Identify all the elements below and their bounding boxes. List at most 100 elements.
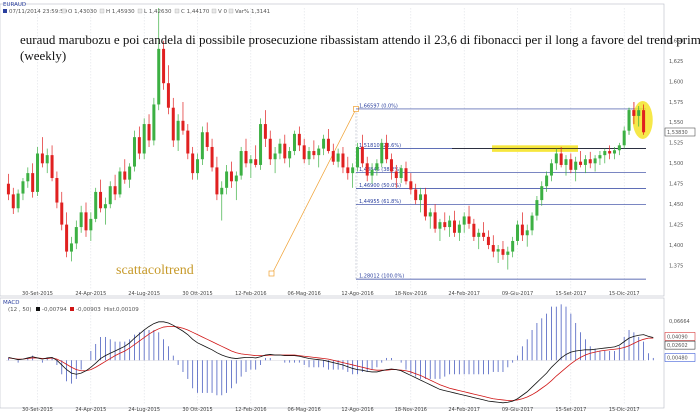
macd-date-label: 09-Giu-2017 [502, 407, 533, 413]
candle-body [360, 146, 364, 164]
macd-indicator [6, 304, 654, 404]
candle-body [331, 151, 335, 162]
candle-body [259, 124, 263, 165]
brand-watermark: scattacoltrend [116, 263, 194, 278]
candle-body [26, 173, 30, 182]
price-date-label: 30-Set-2015 [22, 291, 53, 297]
candle-body [118, 171, 122, 195]
candle-body [79, 212, 83, 228]
candle-body [234, 175, 238, 182]
candle-body [157, 48, 161, 105]
candle-body [84, 212, 88, 231]
candle-body [326, 138, 330, 152]
fib-anchor-handle[interactable] [268, 270, 275, 277]
macd-value-label: 0,00480 [667, 355, 688, 361]
candle-body [263, 124, 267, 139]
macd-date-label: 24-Apr-2015 [75, 407, 106, 413]
last-price-label: 1,53830 [667, 130, 688, 136]
candle-body [191, 153, 195, 174]
low-swatch [137, 8, 143, 14]
candle-body [268, 138, 272, 160]
price-tick-label: 1,650 [669, 38, 683, 44]
candle-body [278, 143, 282, 154]
macd-date-label: 18-Nov-2016 [395, 407, 427, 413]
volume-swatch [211, 8, 217, 14]
candle-body [448, 220, 452, 228]
candle-body [215, 167, 219, 195]
price-tick-label: 1,525 [669, 141, 683, 147]
price-tick-label: 1,625 [669, 59, 683, 65]
macd-axis: 0,06664 0,04090 0,02602 0,00480 [664, 319, 696, 362]
signal-value: -0,00903 [76, 307, 101, 313]
macd-date-label: 24-Feb-2017 [448, 407, 480, 413]
candle-body [225, 171, 229, 188]
candle-body [50, 155, 54, 179]
candle-body [283, 143, 287, 159]
candle-body [457, 224, 461, 233]
candle-body [229, 171, 233, 182]
candle-body [60, 202, 64, 225]
candle-body [171, 107, 175, 141]
candle-body [94, 191, 98, 219]
macd-swatch [36, 307, 40, 311]
candle-body [341, 153, 345, 168]
candle-body [273, 153, 277, 160]
candle-body [370, 169, 374, 176]
macd-date-label: 12-Feb-2016 [235, 407, 267, 413]
candle-body [399, 168, 403, 179]
price-date-label: 24-Feb-2017 [448, 291, 480, 297]
candle-body [467, 216, 471, 224]
candle-body [239, 151, 243, 176]
price-date-axis: 30-Set-2015 24-Apr-2015 24-Lug-2015 30 Ott-… [22, 291, 639, 297]
candle-body [530, 215, 534, 231]
candle-body [113, 186, 117, 195]
macd-date-label: 30 Ott-2015 [182, 407, 212, 413]
macd-value: -0,00794 [42, 307, 67, 313]
fib-level-label: 1,66597 (0.0%) [359, 103, 398, 109]
candle-body [132, 137, 136, 167]
price-axis: 1,375 1,400 1,425 1,450 1,475 1,500 1,525 1,550… [664, 38, 696, 269]
candle-body [535, 200, 539, 216]
candle-body [89, 218, 93, 231]
candle-body [108, 186, 112, 205]
candle-body [525, 230, 529, 236]
candle-body [593, 158, 597, 164]
price-tick-label: 1,475 [669, 182, 683, 188]
candle-body [123, 171, 127, 180]
price-date-label: 24-Apr-2015 [75, 291, 106, 297]
candle-body [55, 178, 59, 203]
candle-body [627, 110, 631, 131]
candle-body [642, 110, 646, 133]
candle-body [254, 159, 258, 165]
candle-body [617, 145, 621, 151]
candle-body [404, 168, 408, 182]
candle-body [452, 220, 456, 233]
price-date-label: 24-Lug-2015 [128, 291, 160, 297]
fib-anchor-line[interactable] [271, 108, 357, 275]
candle-body [501, 249, 505, 255]
price-date-label: 18-Nov-2016 [395, 291, 427, 297]
last-price-box [664, 127, 696, 137]
candle-body [336, 153, 340, 162]
candle-body [482, 232, 486, 237]
macd-line [8, 321, 654, 404]
signal-swatch [70, 307, 74, 311]
candle-body [356, 146, 360, 168]
candle-body [40, 153, 44, 164]
header-high: H 1,45930 [106, 9, 135, 15]
fibonacci-retracement[interactable]: 1,66597 (0.0%) 1,51810 (23.6%) 1,48846 (38… [268, 103, 646, 280]
candle-body [128, 166, 132, 180]
macd-value-box [664, 332, 696, 341]
candle-body [477, 232, 481, 237]
candle-body [302, 145, 306, 160]
macd-date-label: 30-Set-2015 [22, 407, 53, 413]
candle-body [506, 251, 510, 255]
price-date-label: 30 Ott-2015 [182, 291, 212, 297]
fib-level-label: 1,46900 (50.0%) [359, 183, 401, 189]
candle-body [472, 223, 476, 237]
candle-body [598, 155, 602, 159]
candle-body [579, 161, 583, 165]
candle-body [11, 194, 15, 209]
price-date-label: 06-Mag-2016 [288, 291, 321, 297]
